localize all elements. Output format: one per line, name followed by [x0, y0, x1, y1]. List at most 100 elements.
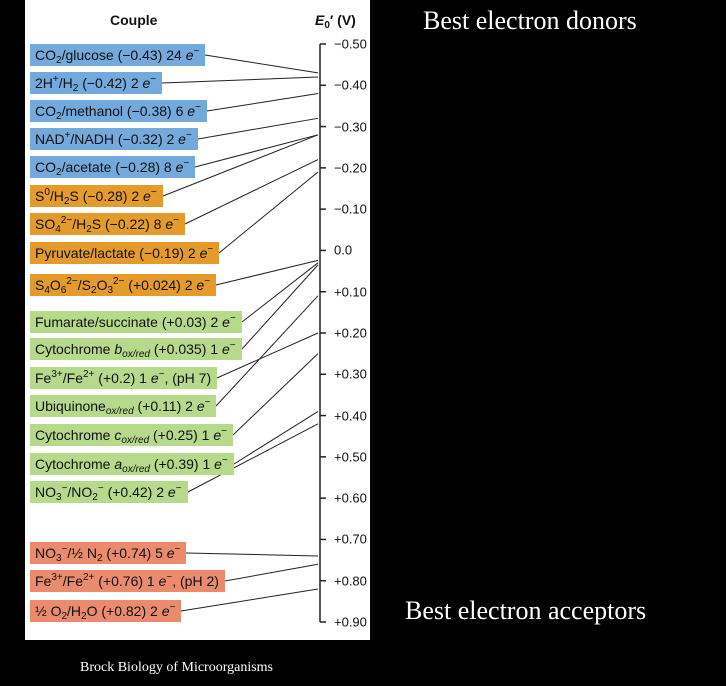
- label-part: −: [150, 74, 157, 85]
- donors-label: Best electron donors: [423, 6, 637, 35]
- label-part: /glucose (−0.43) 24: [61, 47, 186, 63]
- tick-label: +0.10: [334, 284, 367, 300]
- label-part: 3: [56, 492, 62, 503]
- label-part: S: [35, 277, 45, 293]
- connector: [180, 588, 319, 612]
- label-part: 2−: [60, 215, 73, 226]
- couple-box: NO3−/½ N2 (+0.74) 5 e−: [30, 542, 187, 564]
- label-part: /H: [49, 188, 64, 204]
- label-part: 2+: [82, 369, 95, 380]
- label-part: a: [114, 456, 123, 472]
- label-part: NO: [35, 484, 56, 500]
- label-part: Ubiquinone: [35, 398, 106, 414]
- connector: [232, 353, 319, 436]
- connector: [161, 76, 319, 84]
- connector: [206, 93, 319, 112]
- label-part: 4: [55, 224, 61, 235]
- label-part: −: [185, 130, 192, 141]
- label-part: e: [142, 75, 151, 91]
- label-part: e: [178, 131, 186, 147]
- caption: Brock Biology of Microorganisms: [80, 660, 274, 675]
- label-part: −: [97, 483, 104, 494]
- label-part: ox/red: [122, 464, 150, 475]
- label-part: 2: [56, 167, 62, 178]
- couple-box: S4O62−/S2O32− (+0.024) 2 e−: [30, 274, 217, 296]
- label-part: −: [61, 483, 68, 494]
- label-part: 2: [56, 55, 62, 66]
- label-part: e: [199, 245, 208, 261]
- label-part: SO: [35, 216, 56, 232]
- couple-box: S0/H2S (−0.28) 2 e−: [30, 185, 163, 207]
- label-part: CO: [35, 47, 56, 63]
- label-part: e: [221, 341, 230, 357]
- label-part: CO: [35, 103, 56, 119]
- label-part: (+0.76) 1: [94, 573, 159, 589]
- label-part: Fumarate/succinate (+0.03) 2: [35, 314, 223, 330]
- label-part: Pyruvate/lactate (−0.19) 2: [35, 245, 200, 261]
- label-part: , (pH 2): [172, 573, 219, 589]
- label-part: ox/red: [121, 435, 150, 446]
- label-part: 2−: [66, 276, 78, 287]
- label-part: /H: [72, 216, 87, 232]
- label-part: e: [161, 603, 170, 619]
- label-part: −: [175, 483, 182, 494]
- couple-header: Couple: [110, 12, 158, 28]
- couple-box: SO42−/H2S (−0.22) 8 e−: [30, 213, 185, 235]
- label-part: −: [174, 544, 181, 555]
- tick-label: +0.30: [334, 366, 367, 382]
- label-part: Cytochrome: [35, 341, 115, 357]
- tick-label: −0.10: [334, 201, 367, 217]
- connector: [162, 134, 319, 197]
- label-part: NAD: [35, 131, 65, 147]
- label-part: −: [204, 276, 211, 287]
- label-part: 2: [63, 196, 70, 207]
- label-part: 2: [81, 611, 87, 622]
- label-part: 2: [72, 83, 79, 94]
- label-part: (+0.39) 1: [149, 456, 215, 472]
- label-part: b: [114, 341, 123, 357]
- couple-box: Pyruvate/lactate (−0.19) 2 e−: [30, 242, 220, 264]
- connector: [218, 171, 319, 254]
- label-part: /methanol (−0.38) 6: [61, 103, 188, 119]
- tick-label: +0.40: [334, 408, 367, 424]
- label-part: 2: [96, 553, 103, 564]
- label-part: c: [114, 427, 122, 443]
- label-part: 0: [324, 20, 330, 31]
- tick-label: +0.80: [334, 573, 367, 589]
- tick-label: −0.50: [334, 36, 367, 52]
- label-part: 6: [60, 285, 67, 296]
- label-part: 2: [61, 611, 68, 622]
- label-part: e: [143, 188, 151, 204]
- label-part: −: [158, 369, 165, 380]
- tick-label: −0.40: [334, 77, 367, 93]
- couple-box: CO2/acetate (−0.28) 8 e−: [30, 156, 196, 178]
- label-part: −: [207, 244, 214, 255]
- connector: [204, 54, 319, 74]
- label-part: /½ N: [67, 545, 97, 561]
- connector: [215, 259, 319, 286]
- label-part: 2: [92, 492, 98, 503]
- label-part: /H: [67, 603, 82, 619]
- tick-label: −0.20: [334, 160, 367, 176]
- connector: [241, 264, 319, 350]
- tick-label: +0.70: [334, 531, 367, 547]
- label-part: −: [229, 340, 236, 351]
- label-part: ′ (V): [329, 12, 356, 28]
- tick-label: −0.30: [334, 119, 367, 135]
- label-part: 2−: [113, 276, 125, 287]
- label-part: e: [167, 484, 176, 500]
- couple-box: CO2/glucose (−0.43) 24 e−: [30, 44, 206, 66]
- connector: [185, 552, 319, 557]
- label-part: +: [64, 130, 71, 141]
- label-part: e: [185, 47, 194, 63]
- potential-header: E0′ (V): [315, 12, 356, 31]
- label-part: (+0.11) 2: [133, 398, 197, 414]
- label-part: (+0.42) 2: [103, 484, 168, 500]
- label-part: e: [175, 159, 184, 175]
- label-part: 2+: [82, 572, 95, 583]
- label-part: −: [61, 544, 68, 555]
- label-part: /H: [58, 75, 73, 91]
- label-part: (+0.024) 2: [124, 277, 197, 293]
